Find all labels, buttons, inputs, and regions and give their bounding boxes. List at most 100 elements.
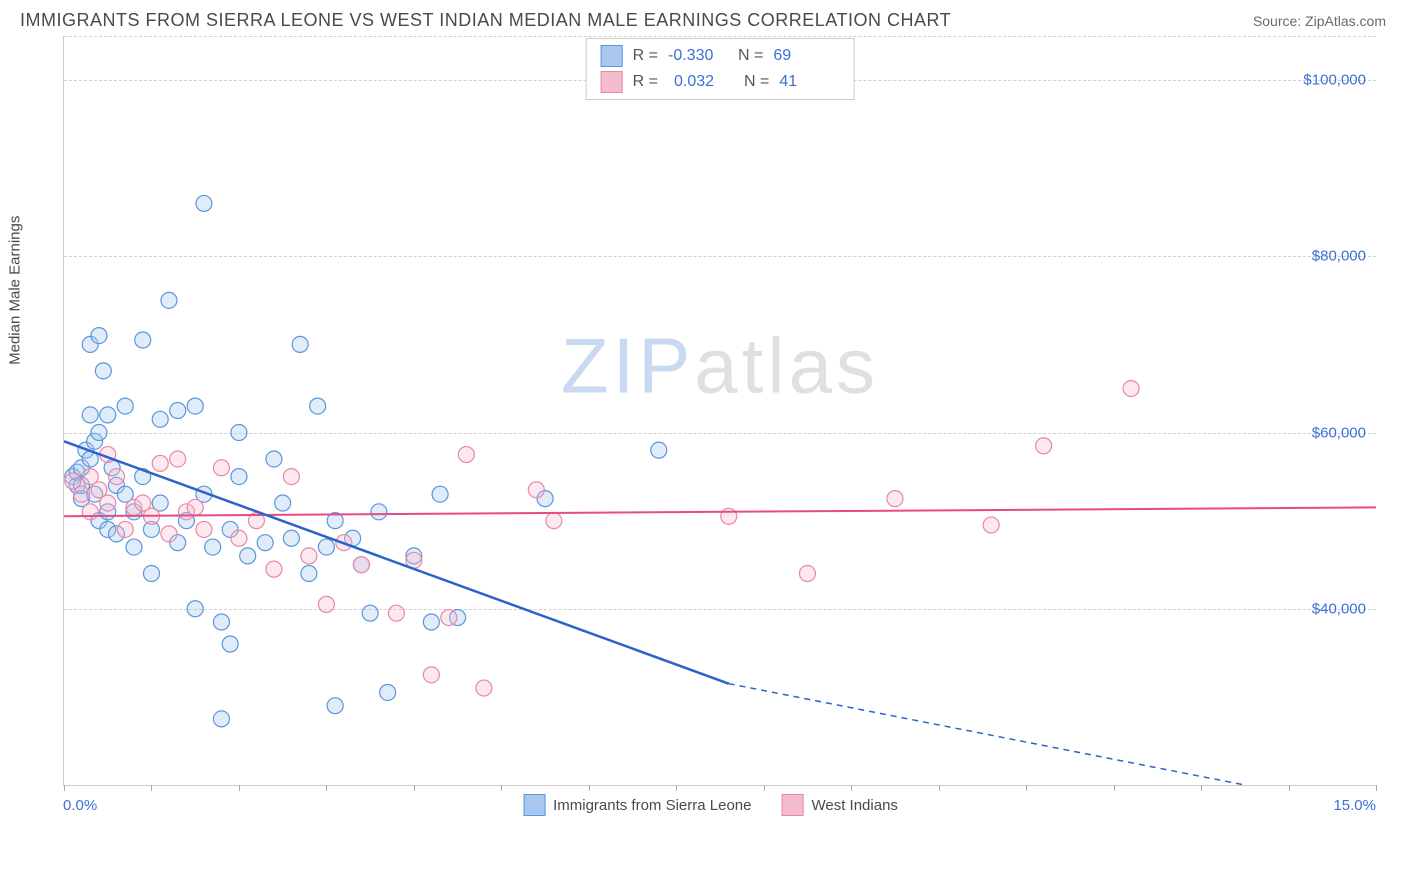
x-axis-max-label: 15.0% [1333,797,1376,814]
data-point-west_indians [983,517,999,533]
data-point-sierra_leone [213,711,229,727]
r-value-west-indians: 0.032 [668,73,734,91]
data-point-west_indians [388,605,404,621]
data-point-west_indians [82,504,98,520]
scatter-plot-svg [64,36,1376,785]
data-point-west_indians [266,561,282,577]
legend-swatch-sierra-leone [523,794,545,816]
data-point-west_indians [546,513,562,529]
data-point-sierra_leone [432,486,448,502]
x-axis-min-label: 0.0% [63,797,97,814]
legend-label-west-indians: West Indians [811,797,897,814]
data-point-west_indians [458,447,474,463]
data-point-sierra_leone [135,332,151,348]
data-point-sierra_leone [266,451,282,467]
correlation-stats-box: R = -0.330 N = 69 R = 0.032 N = 41 [586,38,855,100]
data-point-sierra_leone [240,548,256,564]
x-tick [239,785,240,791]
trend-line-sierra-leone-extrapolated [729,684,1245,785]
data-point-sierra_leone [380,684,396,700]
data-point-sierra_leone [187,398,203,414]
data-point-west_indians [73,486,89,502]
data-point-sierra_leone [222,636,238,652]
data-point-sierra_leone [100,407,116,423]
data-point-sierra_leone [301,566,317,582]
legend-item-sierra-leone: Immigrants from Sierra Leone [523,794,751,816]
data-point-sierra_leone [275,495,291,511]
data-point-west_indians [353,557,369,573]
data-point-west_indians [318,596,334,612]
chart-title: IMMIGRANTS FROM SIERRA LEONE VS WEST IND… [20,10,951,31]
data-point-west_indians [799,566,815,582]
data-point-sierra_leone [187,601,203,617]
data-point-west_indians [528,482,544,498]
data-point-sierra_leone [292,336,308,352]
chart-container: Median Male Earnings ZIPatlas $40,000$60… [45,36,1376,826]
data-point-sierra_leone [161,292,177,308]
data-point-west_indians [152,455,168,471]
swatch-sierra-leone [601,45,623,67]
data-point-sierra_leone [205,539,221,555]
data-point-sierra_leone [318,539,334,555]
r-value-sierra-leone: -0.330 [668,47,728,65]
x-tick [1026,785,1027,791]
n-value-sierra-leone: 69 [773,47,833,65]
data-point-west_indians [1036,438,1052,454]
data-point-sierra_leone [231,469,247,485]
data-point-sierra_leone [651,442,667,458]
data-point-sierra_leone [196,195,212,211]
data-point-sierra_leone [371,504,387,520]
data-point-sierra_leone [117,398,133,414]
data-point-west_indians [108,469,124,485]
x-tick [851,785,852,791]
data-point-west_indians [100,495,116,511]
legend-label-sierra-leone: Immigrants from Sierra Leone [553,797,751,814]
legend-swatch-west-indians [781,794,803,816]
data-point-west_indians [283,469,299,485]
stats-row-sierra-leone: R = -0.330 N = 69 [601,43,840,69]
trend-line-sierra-leone [64,441,729,683]
source-attribution: Source: ZipAtlas.com [1253,13,1386,29]
data-point-west_indians [213,460,229,476]
data-point-sierra_leone [152,411,168,427]
x-tick [939,785,940,791]
x-tick [151,785,152,791]
data-point-sierra_leone [91,425,107,441]
data-point-sierra_leone [423,614,439,630]
data-point-west_indians [161,526,177,542]
data-point-sierra_leone [91,328,107,344]
x-tick [501,785,502,791]
data-point-sierra_leone [327,698,343,714]
data-point-sierra_leone [95,363,111,379]
x-tick [676,785,677,791]
data-point-west_indians [476,680,492,696]
data-point-west_indians [187,499,203,515]
x-tick [1114,785,1115,791]
x-tick [764,785,765,791]
data-point-sierra_leone [310,398,326,414]
data-point-sierra_leone [143,566,159,582]
data-point-sierra_leone [170,403,186,419]
data-point-sierra_leone [231,425,247,441]
data-point-west_indians [423,667,439,683]
x-tick [64,785,65,791]
data-point-sierra_leone [283,530,299,546]
x-tick [326,785,327,791]
swatch-west-indians [601,71,623,93]
x-tick [1376,785,1377,791]
legend: Immigrants from Sierra Leone West Indian… [523,794,898,816]
data-point-west_indians [441,610,457,626]
x-tick [1289,785,1290,791]
data-point-west_indians [231,530,247,546]
plot-area: ZIPatlas $40,000$60,000$80,000$100,000 R… [63,36,1376,786]
data-point-west_indians [117,521,133,537]
data-point-west_indians [721,508,737,524]
x-tick [589,785,590,791]
x-tick [1201,785,1202,791]
x-tick [414,785,415,791]
data-point-west_indians [887,491,903,507]
data-point-sierra_leone [126,539,142,555]
data-point-sierra_leone [257,535,273,551]
data-point-west_indians [196,521,212,537]
data-point-sierra_leone [82,407,98,423]
